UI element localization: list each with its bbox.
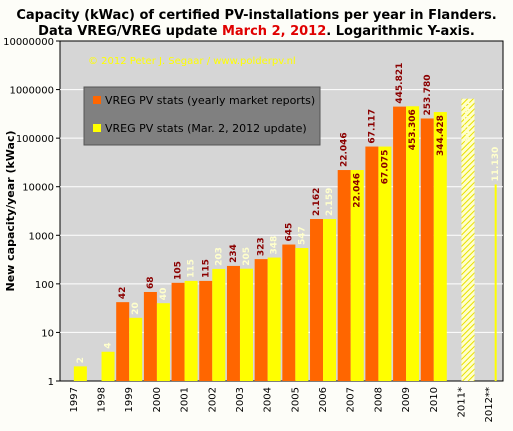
data-label-update-1998: 4 <box>104 342 114 348</box>
x-tick-label: 2001 <box>180 387 191 412</box>
bar-yearly-report-2001 <box>171 282 185 381</box>
bar-yearly-report-2010 <box>420 118 434 381</box>
bar-update-2008 <box>378 146 392 381</box>
legend-swatch <box>93 96 101 104</box>
bar-yearly-report-2008 <box>365 146 379 381</box>
title-update-date: March 2, 2012 <box>221 24 327 39</box>
data-label-yearly-2010: 253.780 <box>423 74 433 115</box>
bar-update-1999 <box>129 317 143 381</box>
y-tick-label: 10000 <box>22 183 54 194</box>
legend-label: VREG PV stats (Mar. 2, 2012 update) <box>105 122 307 135</box>
legend: VREG PV stats (yearly market reports) VRE… <box>83 86 321 146</box>
data-label-yearly-2006: 2.162 <box>312 188 322 216</box>
data-label-update-2012**: 11.130 <box>491 147 501 182</box>
bar-yearly-report-2007 <box>337 170 351 381</box>
y-tick-label: 10 <box>41 328 54 339</box>
bar-yearly-report-2000 <box>143 291 157 381</box>
bar-update-2006 <box>323 219 337 381</box>
bar-update-2012** <box>494 184 497 381</box>
x-tick-label: 2012** <box>484 387 495 422</box>
bar-update-2001 <box>184 280 198 381</box>
y-axis-ticks: 10000000 1000000 100000 10000 1000 100 10 1 <box>3 37 60 388</box>
x-axis-ticks: 1997 1998 1999 2000 2001 2002 2003 2004 2005 2006… <box>69 387 495 422</box>
data-label-yearly-2003: 234 <box>229 244 239 263</box>
y-tick-label: 100000 <box>16 134 54 145</box>
legend-label: VREG PV stats (yearly market reports) <box>105 94 315 107</box>
bar-update-2004 <box>267 257 281 381</box>
x-tick-label: 2006 <box>318 387 329 412</box>
chart-title-line-2: Data VREG/VREG update March 2, 2012. Log… <box>0 24 513 39</box>
data-label-yearly-1999: 42 <box>118 287 128 300</box>
data-label-yearly-2009: 445.821 <box>395 63 405 104</box>
x-tick-label: 2000 <box>152 387 163 412</box>
bar-update-2009 <box>406 106 420 381</box>
data-label-update-2010: 344.428 <box>436 115 446 156</box>
bar-update-2007 <box>350 170 364 381</box>
x-tick-label: 2011* <box>456 387 467 417</box>
data-label-update-2008: 67.075 <box>380 150 390 185</box>
bar-update-2003 <box>239 268 253 381</box>
bar-yearly-report-1999 <box>116 302 130 381</box>
bar-update-2010 <box>433 112 447 381</box>
data-label-yearly-2000: 68 <box>146 276 156 289</box>
data-label-update-2003: 205 <box>242 247 252 266</box>
chart-title-line-1: Capacity (kWac) of certified PV-installa… <box>16 8 497 23</box>
x-tick-label: 2008 <box>373 387 384 412</box>
bar-yearly-report-2003 <box>226 265 240 381</box>
x-tick-label: 2010 <box>429 387 440 412</box>
bar-yearly-report-2002 <box>199 280 213 381</box>
copyright-note: © 2012 Peter J. Segaar / www.polderpv.nl <box>88 56 296 67</box>
x-tick-label: 2004 <box>263 387 274 412</box>
legend-box <box>83 86 321 146</box>
data-label-yearly-2002: 115 <box>201 259 211 278</box>
data-label-update-2004: 348 <box>270 236 280 255</box>
x-tick-label: 2003 <box>235 387 246 412</box>
y-tick-label: 1 <box>48 377 54 388</box>
data-label-update-2011*: 647.760 <box>463 102 473 143</box>
title-line-2-prefix: Data VREG/VREG update <box>38 24 222 39</box>
y-tick-label: 1000 <box>29 231 54 242</box>
bar-update-2002 <box>212 268 226 381</box>
data-label-update-2002: 203 <box>214 247 224 266</box>
data-label-update-2009: 453.306 <box>408 109 418 150</box>
bar-yearly-report-2005 <box>282 244 296 381</box>
data-label-update-2007: 22.046 <box>353 173 363 208</box>
data-label-update-2006: 2.159 <box>325 188 335 216</box>
x-tick-label: 1999 <box>124 387 135 412</box>
bar-update-2005 <box>295 248 309 381</box>
y-axis-label: New capacity/year (kWac) <box>4 131 17 292</box>
x-tick-label: 2002 <box>207 387 218 412</box>
bar-yearly-report-2006 <box>310 219 324 381</box>
y-tick-label: 100 <box>35 280 54 291</box>
x-tick-label: 1998 <box>97 387 108 412</box>
data-label-update-2005: 547 <box>297 226 307 245</box>
data-label-yearly-2005: 645 <box>284 223 294 242</box>
title-line-2-suffix: . Logarithmic Y-axis. <box>326 24 475 39</box>
bar-update-2000 <box>156 303 170 381</box>
bar-update-1997 <box>73 366 87 381</box>
x-tick-label: 2005 <box>290 387 301 412</box>
y-tick-label: 1000000 <box>9 86 54 97</box>
legend-swatch <box>93 124 101 132</box>
data-label-yearly-2008: 67.117 <box>367 109 377 144</box>
data-label-yearly-2004: 323 <box>257 237 267 256</box>
bar-update-2011* <box>461 98 475 381</box>
bar-yearly-report-2004 <box>254 259 268 381</box>
bar-update-1998 <box>101 351 115 381</box>
bars <box>73 98 497 381</box>
x-tick-label: 2009 <box>401 387 412 412</box>
data-label-update-2001: 115 <box>187 259 197 278</box>
data-label-update-1999: 20 <box>131 302 141 315</box>
data-label-yearly-2001: 105 <box>174 261 184 280</box>
data-label-update-2000: 40 <box>159 288 169 301</box>
data-label-yearly-2007: 22.046 <box>340 132 350 167</box>
data-label-update-1997: 2 <box>76 357 86 363</box>
bar-yearly-report-2009 <box>393 106 407 381</box>
x-tick-label: 2007 <box>346 387 357 412</box>
y-tick-label: 10000000 <box>3 37 54 48</box>
x-tick-label: 1997 <box>69 387 80 412</box>
